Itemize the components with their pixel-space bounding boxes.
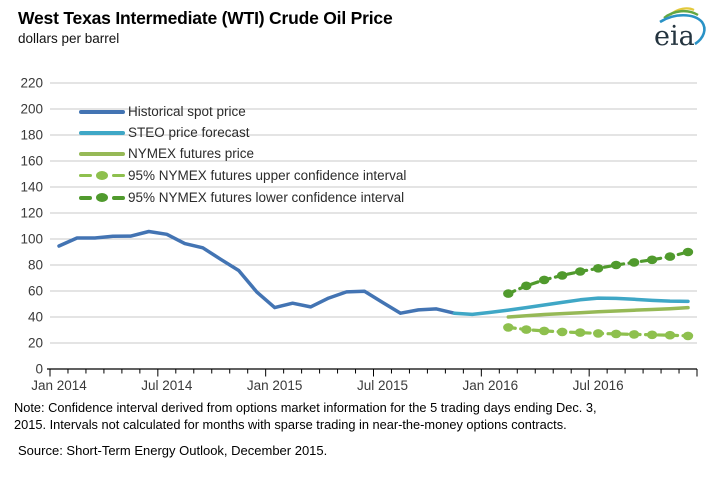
y-axis-tick-label: 60 (28, 284, 43, 299)
chart-legend: Historical spot price STEO price forecas… (79, 101, 406, 209)
eia-logo: eia (654, 7, 706, 52)
legend-label: 95% NYMEX futures lower confidence inter… (128, 190, 405, 206)
data-point-marker (628, 258, 640, 267)
data-point-marker (521, 325, 532, 334)
series-historical-spot-price (57, 229, 457, 315)
y-axis-tick-label: 100 (20, 232, 43, 247)
legend-item-upper-ci: 95% NYMEX futures upper confidence inter… (79, 164, 406, 187)
legend-item-steo: STEO price forecast (79, 122, 406, 143)
x-axis (47, 368, 698, 377)
note-line-2: 2015. Intervals not calculated for month… (14, 417, 567, 432)
series-nymex-futures-price (506, 305, 690, 319)
x-axis-tick-label: Jan 2016 (463, 378, 519, 393)
data-point-marker (521, 281, 532, 291)
x-axis-tick-label: Jul 2015 (357, 378, 408, 393)
historical-line-swatch (79, 109, 125, 114)
nymex-line-swatch (79, 151, 125, 156)
eia-logo-text: eia (654, 21, 695, 52)
data-point-marker (682, 331, 694, 341)
y-axis-tick-label: 180 (20, 128, 43, 143)
data-point-marker (610, 329, 622, 339)
data-point-marker (557, 327, 568, 337)
data-point-marker (503, 289, 514, 298)
lower-ci-dash-swatch (79, 193, 125, 203)
data-point-marker (646, 255, 658, 265)
data-point-marker (575, 328, 586, 337)
legend-item-lower-ci: 95% NYMEX futures lower confidence inter… (79, 187, 406, 210)
legend-label: STEO price forecast (128, 125, 250, 140)
data-point-marker (610, 260, 622, 270)
x-axis-tick-label: Jul 2016 (573, 378, 624, 393)
x-axis-tick-label: Jul 2014 (141, 378, 193, 393)
data-point-marker (503, 323, 514, 332)
chart-header: West Texas Intermediate (WTI) Crude Oil … (18, 8, 393, 46)
legend-label: Historical spot price (128, 104, 246, 119)
data-point-marker (539, 326, 550, 336)
x-axis-tick-label: Jan 2015 (247, 378, 303, 393)
y-axis-tick-label: 20 (28, 336, 43, 351)
gridlines (50, 82, 697, 344)
legend-label: NYMEX futures price (128, 146, 255, 161)
y-axis-tick-label: 140 (20, 180, 43, 195)
chart-footer: Note: Confidence interval derived from o… (14, 399, 714, 433)
y-axis-tick-label: 120 (20, 206, 43, 221)
series-nymex-upper-confidence (503, 247, 694, 298)
y-axis-tick-label: 80 (28, 258, 43, 273)
data-point-marker (646, 330, 658, 340)
data-point-marker (557, 271, 568, 280)
series-steo-price-forecast (452, 296, 690, 317)
y-axis-tick-label: 220 (20, 76, 43, 91)
data-point-marker (539, 275, 550, 285)
upper-ci-dash-swatch (79, 170, 125, 180)
chart-subtitle: dollars per barrel (18, 31, 120, 46)
eia-logo-green-arc (663, 10, 699, 19)
source-text: Source: Short-Term Energy Outlook, Decem… (18, 443, 328, 458)
data-point-marker (628, 330, 640, 339)
legend-item-nymex: NYMEX futures price (79, 143, 406, 164)
data-point-marker (664, 330, 676, 340)
x-axis-tick-labels: Jan 2014 Jul 2014 Jan 2015 Jul 2015 Jan 2016… (31, 378, 623, 393)
legend-label: 95% NYMEX futures upper confidence inter… (128, 167, 407, 183)
y-axis-tick-label: 40 (28, 310, 43, 325)
y-axis-tick-labels: 0 20 40 60 80 100 120 140 160 180 200 220 (20, 76, 43, 377)
legend-item-historical: Historical spot price (79, 101, 406, 122)
steo-line-swatch (79, 130, 125, 135)
data-point-marker (593, 329, 604, 338)
data-point-marker (593, 264, 604, 273)
data-point-marker (682, 247, 694, 257)
series-nymex-lower-confidence (503, 323, 694, 341)
page-title: West Texas Intermediate (WTI) Crude Oil … (18, 8, 393, 28)
note-line-1: Note: Confidence interval derived from o… (14, 400, 597, 415)
eia-logo-blue-arc (659, 13, 706, 46)
y-axis-tick-label: 160 (20, 154, 43, 169)
x-axis-tick-label: Jan 2014 (31, 378, 87, 393)
y-axis-tick-label: 0 (35, 362, 43, 377)
data-point-marker (575, 267, 586, 276)
y-axis-tick-label: 200 (20, 102, 43, 117)
data-point-marker (664, 252, 676, 261)
